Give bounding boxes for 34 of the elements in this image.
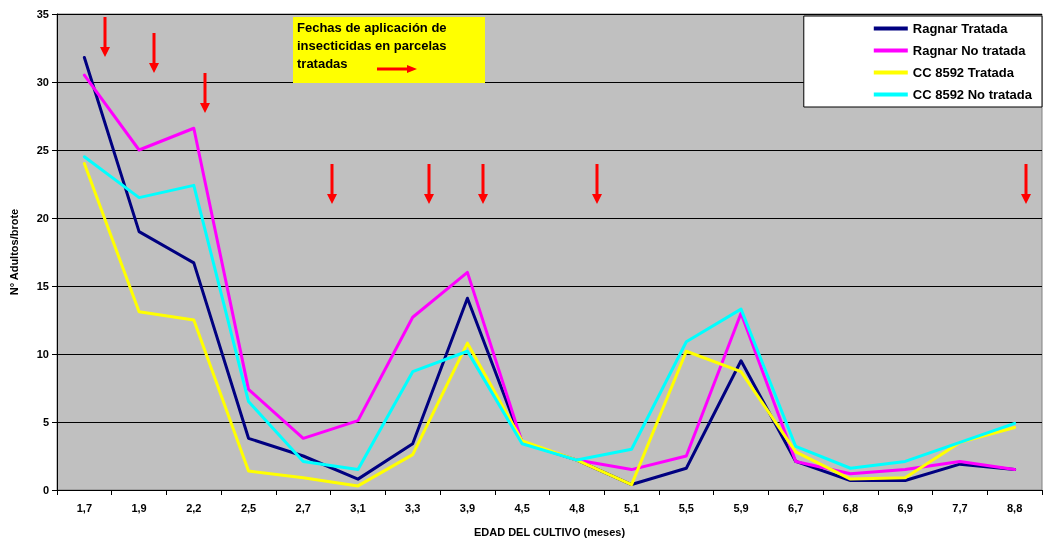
x-tick-label: 5,9 bbox=[733, 501, 749, 514]
legend-label: CC 8592 Tratada bbox=[912, 65, 1015, 80]
x-tick-label: 3,1 bbox=[350, 501, 366, 514]
note-box: Fechas de aplicación de insecticidas en parcelas tratadas bbox=[293, 17, 485, 83]
x-tick-label: 6,9 bbox=[897, 501, 913, 514]
annotation: Fechas de aplicación de insecticidas en parcelas tratadas bbox=[297, 20, 447, 71]
x-tick-label: 2,5 bbox=[240, 501, 257, 514]
x-tick-label: 5,5 bbox=[678, 501, 694, 514]
y-tick-label: 15 bbox=[36, 280, 49, 292]
x-tick-label: 3,3 bbox=[405, 501, 421, 514]
x-tick-label: 1,7 bbox=[76, 501, 93, 514]
x-tick-label: 4,8 bbox=[569, 501, 585, 514]
y-tick-label: 20 bbox=[36, 212, 49, 224]
x-axis-title: EDAD DEL CULTIVO (meses) bbox=[473, 525, 626, 538]
y-tick-label: 10 bbox=[36, 348, 49, 360]
x-tick-label: 3,9 bbox=[459, 501, 476, 514]
y-tick-label: 30 bbox=[36, 76, 49, 88]
x-tick-label: 2,7 bbox=[295, 501, 311, 514]
legend-label: Ragnar Tratada bbox=[912, 21, 1009, 36]
x-tick-label: 8,8 bbox=[1006, 501, 1023, 514]
y-tick-label: 5 bbox=[42, 416, 49, 428]
y-tick-label: 25 bbox=[36, 144, 49, 156]
legend-label: CC 8592 No tratada bbox=[912, 87, 1033, 102]
y-tick-label: 0 bbox=[42, 484, 49, 496]
x-tick-label: 6,8 bbox=[842, 501, 859, 514]
x-tick-label: 5,1 bbox=[623, 501, 640, 514]
legend-label: Ragnar No tratada bbox=[912, 43, 1027, 58]
y-axis-title: N° Adultos/brote bbox=[7, 208, 20, 296]
y-tick-label: 35 bbox=[36, 8, 49, 20]
x-tick-label: 6,7 bbox=[788, 501, 804, 514]
x-tick-label: 7,7 bbox=[952, 501, 968, 514]
x-tick-label: 4,5 bbox=[514, 501, 530, 514]
x-tick-label: 1,9 bbox=[131, 501, 147, 514]
x-tick-label: 2,2 bbox=[186, 501, 202, 514]
